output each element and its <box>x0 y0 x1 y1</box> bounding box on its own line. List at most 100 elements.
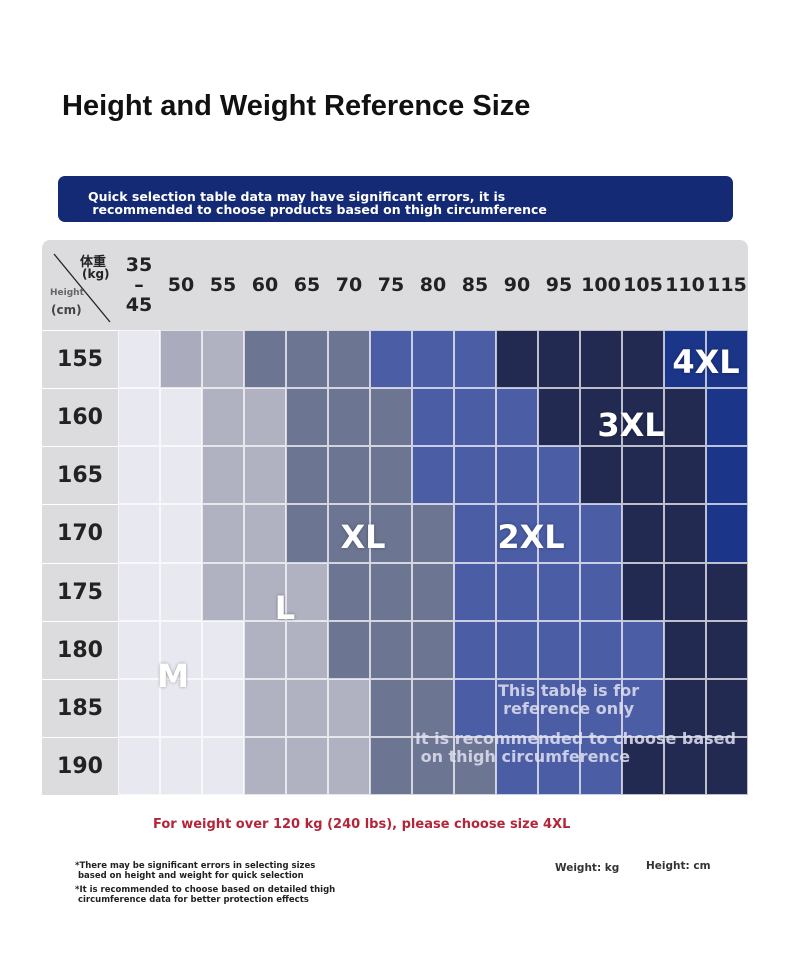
size-cell <box>706 446 748 505</box>
weight-header: 50 <box>167 274 195 296</box>
size-cell <box>496 388 538 447</box>
size-cell <box>202 736 244 795</box>
size-cell <box>244 446 286 505</box>
size-cell <box>286 736 328 795</box>
size-cell <box>244 504 286 563</box>
size-cell <box>286 678 328 737</box>
size-cell <box>454 388 496 447</box>
size-cell <box>286 562 328 621</box>
size-cell <box>664 678 706 737</box>
height-label: 190 <box>42 736 118 795</box>
weight-unit: (kg) <box>82 267 110 281</box>
size-cell <box>328 388 370 447</box>
size-cell <box>664 620 706 679</box>
size-cell <box>580 620 622 679</box>
size-cell <box>202 620 244 679</box>
size-cell <box>664 446 706 505</box>
size-cell <box>202 678 244 737</box>
height-label: 155 <box>42 330 118 389</box>
size-cell <box>454 330 496 389</box>
size-cell <box>118 562 160 621</box>
weight-header: 115 <box>707 274 747 296</box>
size-cell <box>328 446 370 505</box>
size-cell <box>454 504 496 563</box>
size-cell <box>118 678 160 737</box>
size-cell <box>580 504 622 563</box>
size-label: M <box>157 657 189 695</box>
weight-label: 体重 <box>80 255 107 270</box>
size-cell <box>412 504 454 563</box>
size-cell <box>664 388 706 447</box>
size-cell <box>412 736 454 795</box>
size-cell <box>244 736 286 795</box>
size-cell <box>706 330 748 389</box>
size-cell <box>286 504 328 563</box>
size-cell <box>496 504 538 563</box>
size-cell <box>286 620 328 679</box>
size-cell <box>118 330 160 389</box>
size-cell <box>580 330 622 389</box>
size-cell <box>538 446 580 505</box>
weight-header: 80 <box>419 274 447 296</box>
size-label: 4XL <box>672 343 740 381</box>
size-cell <box>622 562 664 621</box>
size-label: 3XL <box>597 406 665 444</box>
height-label: 175 <box>42 562 118 621</box>
size-cell <box>160 446 202 505</box>
size-cell <box>538 736 580 795</box>
weight-header: 105 <box>623 274 663 296</box>
size-cell <box>622 620 664 679</box>
size-cell <box>286 388 328 447</box>
weight-header: 70 <box>335 274 363 296</box>
size-cell <box>454 678 496 737</box>
size-cell <box>370 620 412 679</box>
corner-divider <box>53 253 111 323</box>
size-cell <box>454 446 496 505</box>
size-cell <box>160 736 202 795</box>
size-cell <box>160 562 202 621</box>
size-cell <box>706 620 748 679</box>
weight-header: 65 <box>293 274 321 296</box>
size-cell <box>622 504 664 563</box>
size-cell <box>538 620 580 679</box>
size-cell <box>370 330 412 389</box>
title: Height and Weight Reference Size <box>62 90 531 122</box>
size-cell <box>538 562 580 621</box>
size-cell <box>370 678 412 737</box>
size-cell <box>370 504 412 563</box>
size-cell <box>370 388 412 447</box>
size-cell <box>706 388 748 447</box>
size-cell <box>244 330 286 389</box>
size-cell <box>118 736 160 795</box>
size-cell <box>496 562 538 621</box>
size-cell <box>706 562 748 621</box>
size-cell <box>622 736 664 795</box>
weight-header: 110 <box>665 274 705 296</box>
size-cell <box>202 446 244 505</box>
size-label: 2XL <box>497 518 565 556</box>
size-cell <box>118 388 160 447</box>
size-cell <box>160 504 202 563</box>
size-cell <box>412 562 454 621</box>
size-label: L <box>274 589 296 627</box>
size-cell <box>706 504 748 563</box>
size-cell <box>412 678 454 737</box>
size-cell <box>202 388 244 447</box>
size-cell <box>580 678 622 737</box>
size-cell <box>370 446 412 505</box>
size-cell <box>706 678 748 737</box>
size-cell <box>412 388 454 447</box>
weight-header: 100 <box>581 274 621 296</box>
height-label: 180 <box>42 620 118 679</box>
size-table: 体重 (kg) Height (cm) 35 – 45 50 55 60 65 70 75 8… <box>42 240 748 795</box>
weight-header: 55 <box>209 274 237 296</box>
size-cell <box>328 736 370 795</box>
size-cell <box>412 330 454 389</box>
size-cell <box>286 330 328 389</box>
size-cell <box>664 504 706 563</box>
size-cell <box>370 736 412 795</box>
size-cell <box>244 678 286 737</box>
size-cell <box>328 504 370 563</box>
height-label: 170 <box>42 504 118 563</box>
